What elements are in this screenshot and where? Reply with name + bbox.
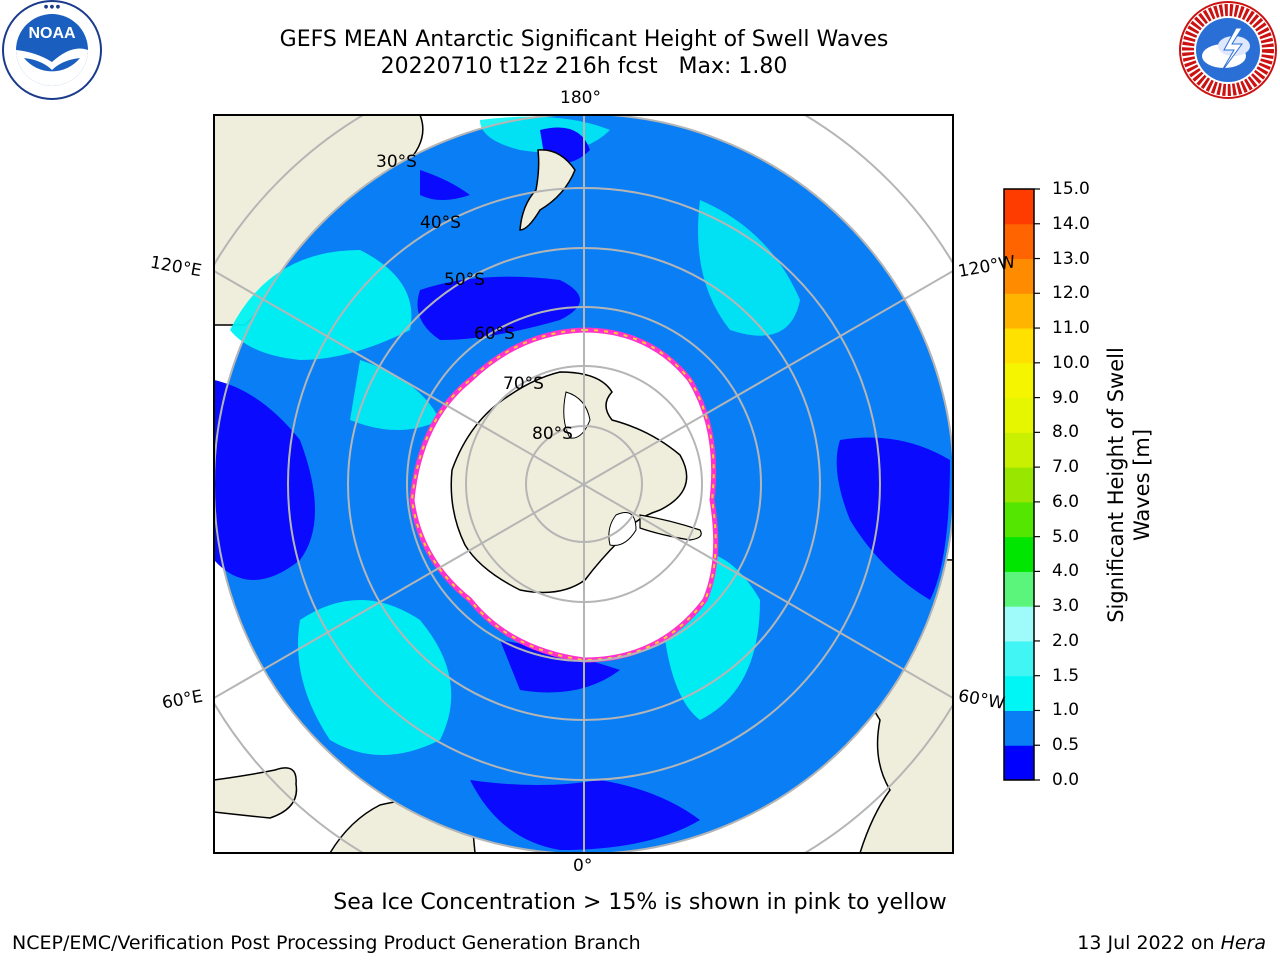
colorbar-tick-label: 8.0: [1052, 422, 1080, 443]
colorbar-tick-label: 15.0: [1052, 179, 1090, 199]
map-frame: [213, 114, 954, 854]
colorbar-segment: [1004, 293, 1034, 329]
graticule: [214, 115, 953, 853]
map-title: GEFS MEAN Antarctic Significant Height o…: [279, 27, 889, 52]
colorbar-segment: [1004, 710, 1034, 746]
sea-ice-caption: Sea Ice Concentration > 15% is shown in …: [333, 890, 947, 915]
colorbar-tick-label: 5.0: [1052, 526, 1080, 547]
colorbar-segment: [1004, 223, 1034, 260]
colorbar-tick-label: 0.0: [1052, 770, 1080, 790]
lat-label-40s: 40°S: [420, 213, 461, 233]
colorbar-ticks: 0.0 0.5 1.0 1.5 2.0 3.0 4.0 5.0 6.0 7.0 8.0 9.0 10.0…: [1052, 179, 1112, 800]
colorbar-tick-label: 4.0: [1052, 561, 1080, 582]
lat-label-80s: 80°S: [532, 424, 573, 444]
lat-label-70s: 70°S: [503, 374, 544, 394]
footer-host: Hera: [1220, 932, 1266, 954]
colorbar-tick-label: 1.5: [1052, 665, 1080, 686]
colorbar-segment: [1004, 189, 1034, 225]
colorbar-segment: [1004, 536, 1034, 572]
noaa-logo: NOAA ● ● ●: [2, 0, 102, 100]
colorbar-tick-label: 2.0: [1052, 630, 1080, 651]
colorbar-segment: [1004, 432, 1034, 468]
colorbar-tick-label: 11.0: [1052, 318, 1090, 339]
colorbar-segment: [1004, 397, 1034, 433]
colorbar-tick-label: 6.0: [1052, 491, 1080, 512]
lat-label-30s: 30°S: [376, 152, 417, 172]
colorbar-frame: [1003, 188, 1035, 781]
colorbar-tick-label: 3.0: [1052, 596, 1080, 617]
colorbar-tick-label: 12.0: [1052, 283, 1090, 304]
colorbar-tick-label: 13.0: [1052, 248, 1090, 269]
colorbar-segment: [1004, 675, 1034, 711]
colorbar-tick-label: 7.0: [1052, 457, 1080, 478]
colorbar-segment: [1004, 258, 1034, 294]
footer-date: 13 Jul 2022 on Hera: [1077, 932, 1266, 954]
colorbar-label-line2: Waves [m]: [1130, 428, 1154, 542]
colorbar-segment: [1004, 571, 1034, 607]
colorbar-segment: [1004, 328, 1034, 364]
colorbar-segment: [1004, 640, 1034, 677]
colorbar-segment: [1004, 501, 1034, 538]
footer-credit: NCEP/EMC/Verification Post Processing Pr…: [12, 932, 641, 954]
colorbar-segment: [1004, 362, 1034, 399]
lat-label-60s: 60°S: [474, 324, 515, 344]
colorbar-tick-label: 9.0: [1052, 387, 1080, 408]
colorbar: [1004, 188, 1040, 781]
colorbar-tick-label: 14.0: [1052, 213, 1090, 234]
svg-text:● ● ●: ● ● ●: [44, 4, 61, 10]
colorbar-tick-label: 0.5: [1052, 735, 1080, 756]
colorbar-segment: [1004, 467, 1034, 503]
lat-label-50s: 50°S: [444, 270, 485, 290]
colorbar-tick-label: 1.0: [1052, 700, 1080, 721]
colorbar-tick-label: 10.0: [1052, 352, 1090, 373]
footer-date-prefix: 13 Jul 2022 on: [1077, 932, 1221, 954]
map-subtitle: 20220710 t12z 216h fcst Max: 1.80: [380, 54, 788, 79]
nws-logo: [1179, 1, 1277, 99]
lon-label-0: 0°: [573, 856, 593, 876]
colorbar-label-line1: Significant Height of Swell: [1104, 347, 1128, 623]
colorbar-segment: [1004, 745, 1034, 781]
noaa-logo-text: NOAA: [28, 25, 76, 42]
lon-label-180: 180°: [560, 88, 601, 108]
colorbar-segment: [1004, 606, 1034, 642]
